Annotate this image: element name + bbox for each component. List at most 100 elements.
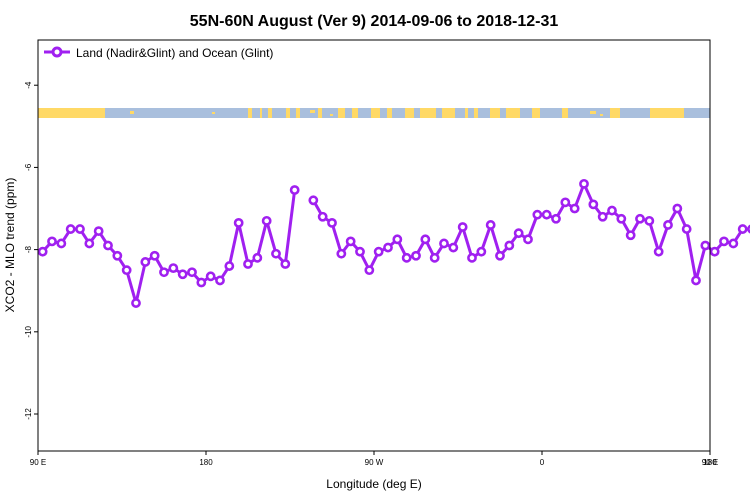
data-point [569, 203, 580, 214]
data-point [485, 220, 496, 230]
data-point [588, 199, 599, 210]
data-point [187, 267, 197, 278]
x-tick-label: 180 [199, 458, 213, 467]
data-point [691, 275, 701, 286]
land-island [600, 114, 603, 116]
data-point [635, 213, 645, 224]
data-point [616, 213, 627, 224]
data-point [196, 277, 207, 288]
ocean-region [290, 108, 296, 118]
data-point [737, 224, 748, 234]
ocean-region [500, 108, 506, 118]
legend-label: Land (Nadir&Glint) and Ocean (Glint) [76, 46, 273, 60]
data-point [84, 238, 95, 249]
ocean-region [300, 108, 318, 118]
ocean-region [478, 108, 490, 118]
data-point [355, 246, 365, 257]
data-point [56, 238, 67, 249]
data-point [308, 195, 319, 206]
data-point [597, 211, 608, 222]
ocean-region [345, 108, 352, 118]
data-point [383, 242, 393, 253]
data-point [224, 261, 235, 271]
plot-frame [37, 39, 711, 452]
x-tick-label: 90 W [365, 458, 384, 467]
data-point [121, 265, 132, 276]
series-line [312, 182, 750, 282]
data-point [140, 257, 151, 267]
land-island [330, 114, 333, 116]
data-point [625, 230, 636, 241]
data-point [401, 252, 412, 263]
ocean-region [322, 108, 338, 118]
x-axis-label: Longitude (deg E) [326, 477, 421, 491]
data-point [112, 250, 123, 261]
data-point [672, 203, 683, 214]
data-point [289, 185, 300, 195]
data-point [467, 252, 477, 263]
land-island [130, 111, 134, 114]
data-point [205, 271, 216, 282]
data-point [93, 226, 104, 237]
data-point [103, 240, 113, 251]
data-point [523, 234, 533, 245]
data-series [37, 178, 750, 308]
land-island [310, 110, 315, 113]
data-point [420, 234, 431, 245]
data-point [75, 224, 85, 234]
ocean-region [272, 108, 286, 118]
data-point [429, 252, 440, 263]
x-tick-label: 90 E [702, 458, 718, 467]
data-point [327, 217, 337, 228]
y-tick-label: -6 [24, 163, 33, 171]
ocean-region [620, 108, 650, 118]
data-point [261, 215, 272, 226]
data-point [65, 224, 76, 234]
y-tick-label: -10 [24, 325, 33, 337]
data-point [131, 298, 141, 308]
ocean-region [358, 108, 371, 118]
data-point [504, 240, 515, 251]
data-point [215, 275, 225, 286]
data-point [532, 209, 543, 220]
data-point [728, 238, 739, 249]
y-tick-label: -12 [24, 408, 33, 420]
ocean-region [392, 108, 405, 118]
data-point [233, 217, 244, 228]
legend: Land (Nadir&Glint) and Ocean (Glint) [44, 46, 273, 60]
ocean-region [105, 108, 248, 118]
ocean-region [540, 108, 562, 118]
ocean-region [520, 108, 532, 118]
data-point [373, 246, 384, 257]
x-tick-label: 0 [540, 458, 545, 467]
data-point [168, 263, 179, 274]
land-ocean-strip [38, 108, 710, 118]
data-point [541, 209, 552, 220]
ocean-region [684, 108, 710, 118]
data-point [457, 222, 468, 232]
y-axis: -4 -6 -8 -10 -12 [24, 81, 38, 420]
data-point [700, 240, 711, 251]
data-point [560, 197, 571, 208]
data-point [551, 213, 561, 224]
data-point [579, 178, 589, 189]
data-point [719, 236, 729, 247]
data-point [607, 205, 617, 216]
data-point [653, 246, 664, 257]
data-point [47, 236, 57, 247]
y-tick-label: -8 [24, 246, 33, 254]
ocean-region [380, 108, 387, 118]
data-point [159, 267, 169, 278]
data-point [681, 224, 692, 234]
ocean-region [568, 108, 610, 118]
ocean-region [436, 108, 442, 118]
land-island [590, 111, 596, 114]
data-point [243, 259, 253, 269]
y-tick-label: -4 [24, 81, 33, 89]
data-point [271, 248, 281, 259]
data-point [411, 250, 421, 261]
data-point [513, 228, 524, 239]
legend-point-marker [51, 46, 63, 58]
ocean-region [414, 108, 420, 118]
